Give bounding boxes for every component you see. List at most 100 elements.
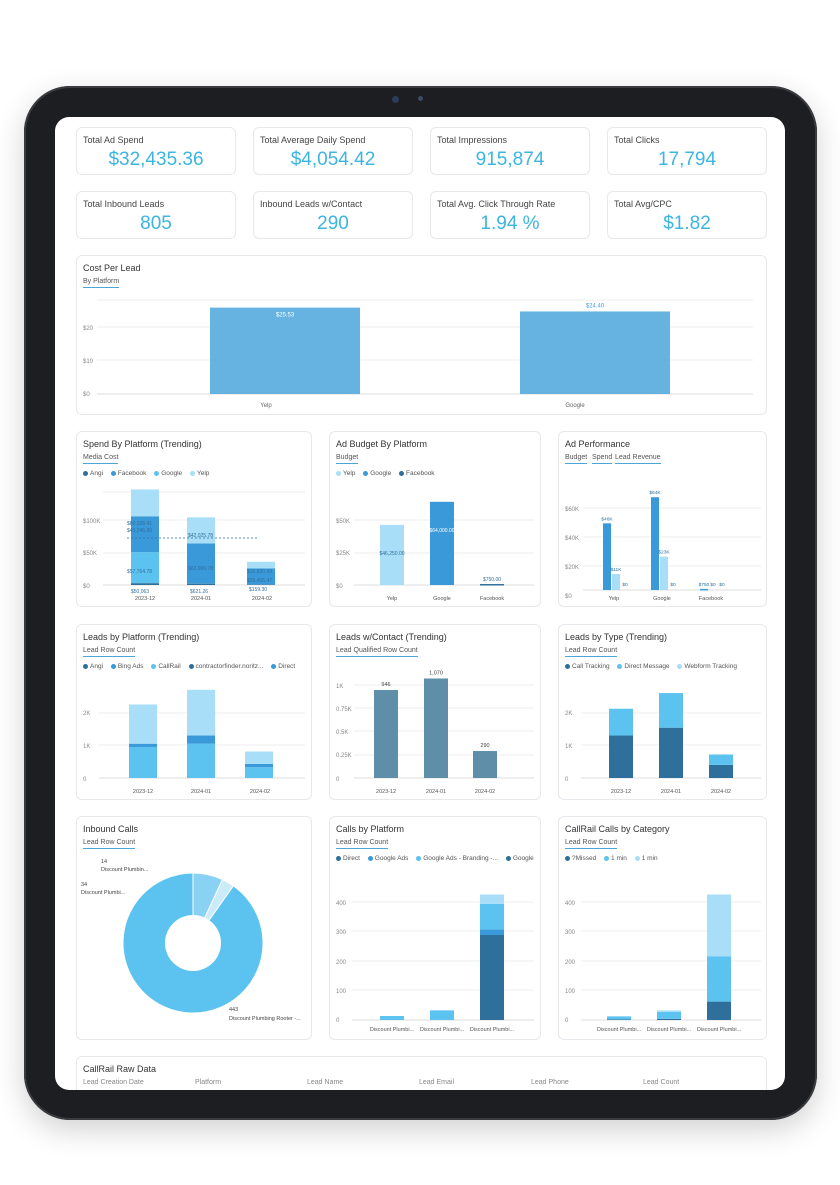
bar-segment[interactable]: [131, 583, 159, 585]
bar-segment[interactable]: [187, 743, 215, 778]
kpi-avg-cpc[interactable]: Total Avg/CPC $1.82: [607, 191, 767, 239]
legend-google-ads[interactable]: Google Ads: [367, 855, 408, 862]
bar-segment[interactable]: [709, 754, 733, 765]
bar-segment[interactable]: [247, 568, 275, 585]
legend-direct[interactable]: Direct: [271, 663, 295, 670]
legend-yelp[interactable]: Yelp: [189, 470, 209, 477]
kpi-total-inbound-leads[interactable]: Total Inbound Leads 805: [76, 191, 236, 239]
bar-segment[interactable]: [480, 894, 504, 904]
bar-facebook[interactable]: [480, 584, 504, 586]
bar-segment[interactable]: [707, 894, 731, 957]
legend-facebook[interactable]: Facebook: [110, 470, 146, 477]
bar-segment[interactable]: [480, 929, 504, 935]
legend-facebook[interactable]: Facebook: [399, 470, 435, 477]
column-header[interactable]: Lead Name: [307, 1079, 344, 1086]
card-subtitle-tab[interactable]: Media Cost: [83, 454, 119, 464]
bar-segment[interactable]: [607, 1016, 631, 1017]
bar-segment[interactable]: [659, 693, 683, 728]
bar-segment[interactable]: [480, 903, 504, 930]
legend-yelp[interactable]: Yelp: [336, 470, 355, 477]
legend-direct[interactable]: Direct: [336, 855, 360, 862]
bar-google[interactable]: [430, 501, 454, 585]
bar-budget[interactable]: [700, 588, 708, 591]
bar-segment[interactable]: [707, 956, 731, 1002]
legend-angi[interactable]: Angi: [83, 663, 103, 670]
card-subtitle-tab[interactable]: Lead Row Count: [565, 839, 618, 849]
bar-2024-02[interactable]: [473, 751, 497, 778]
bar-segment[interactable]: [131, 552, 159, 584]
bar-google[interactable]: [520, 311, 670, 394]
bar-segment[interactable]: [709, 764, 733, 778]
bar-segment[interactable]: [430, 1010, 454, 1020]
kpi-total-clicks[interactable]: Total Clicks 17,794: [607, 127, 767, 175]
legend-google[interactable]: Google: [363, 470, 391, 477]
legend-google[interactable]: Google: [154, 470, 182, 477]
column-header[interactable]: Lead Phone: [531, 1079, 569, 1086]
kpi-inbound-leads-contact[interactable]: Inbound Leads w/Contact 290: [253, 191, 413, 239]
legend-contractorfinder[interactable]: contractorfinder.noritz...: [188, 663, 263, 670]
kpi-avg-daily-spend[interactable]: Total Average Daily Spend $4,054.42: [253, 127, 413, 175]
bar-segment[interactable]: [247, 561, 275, 569]
column-header[interactable]: Lead Creation Date: [83, 1079, 144, 1086]
bar-segment[interactable]: [657, 1018, 681, 1020]
bar-segment[interactable]: [609, 735, 633, 778]
legend-google[interactable]: Google: [505, 855, 534, 862]
bar-segment[interactable]: [657, 1010, 681, 1012]
bar-segment[interactable]: [607, 1019, 631, 1020]
bar-2023-12[interactable]: [374, 690, 398, 778]
bar-segment[interactable]: [607, 1016, 631, 1020]
bar-segment[interactable]: [131, 516, 159, 553]
tab-lead-revenue[interactable]: Lead Revenue: [615, 454, 661, 464]
kpi-total-impressions[interactable]: Total Impressions 915,874: [430, 127, 590, 175]
tab-budget[interactable]: Budget: [565, 454, 588, 464]
card-subtitle-tab[interactable]: Lead Row Count: [83, 647, 136, 657]
bar-segment[interactable]: [245, 767, 273, 778]
bar-segment[interactable]: [480, 935, 504, 1020]
bar-yelp[interactable]: [210, 307, 360, 394]
bar-segment[interactable]: [131, 489, 159, 517]
kpi-total-ad-spend[interactable]: Total Ad Spend $32,435.36: [76, 127, 236, 175]
card-subtitle-tab[interactable]: Lead Row Count: [565, 647, 618, 657]
legend-missed[interactable]: ?Missed: [565, 855, 596, 862]
card-subtitle-tab[interactable]: Lead Row Count: [83, 839, 136, 849]
bar-segment[interactable]: [187, 583, 215, 585]
bar-segment[interactable]: [129, 743, 157, 747]
bar-2024-01[interactable]: [424, 678, 448, 778]
legend-callrail[interactable]: CallRail: [151, 663, 181, 670]
bar-segment[interactable]: [657, 1011, 681, 1019]
legend-angi[interactable]: Angi: [83, 470, 103, 477]
tab-spend[interactable]: Spend: [592, 454, 613, 464]
legend-1-min-b[interactable]: 1 min: [634, 855, 658, 862]
bar-spend[interactable]: [612, 574, 620, 590]
legend-call-tracking[interactable]: Call Tracking: [565, 663, 610, 670]
legend-1-min-a[interactable]: 1 min: [604, 855, 627, 862]
card-subtitle-tab[interactable]: Lead Row Count: [336, 839, 389, 849]
kpi-avg-ctr[interactable]: Total Avg. Click Through Rate 1.94 %: [430, 191, 590, 239]
legend-bing-ads[interactable]: Bing Ads: [110, 663, 144, 670]
bar-yelp[interactable]: [380, 524, 404, 585]
legend-webform-tracking[interactable]: Webform Tracking: [677, 663, 737, 670]
card-subtitle-tab[interactable]: By Platform: [83, 278, 120, 288]
card-subtitle-tab[interactable]: Lead Qualified Row Count: [336, 647, 418, 657]
bar-spend[interactable]: [660, 556, 668, 590]
bar-budget[interactable]: [603, 523, 611, 590]
bar-segment[interactable]: [187, 517, 215, 544]
column-header[interactable]: Lead Email: [419, 1079, 455, 1086]
bar-segment[interactable]: [707, 1001, 731, 1020]
bar-segment[interactable]: [609, 708, 633, 736]
bar-segment[interactable]: [129, 704, 157, 744]
card-subtitle-tab[interactable]: Budget: [336, 454, 359, 464]
column-header[interactable]: Platform: [195, 1079, 222, 1086]
bar-segment[interactable]: [187, 735, 215, 744]
bar-segment[interactable]: [187, 689, 215, 736]
column-header[interactable]: Lead Count: [643, 1079, 680, 1086]
bar-budget[interactable]: [651, 497, 659, 590]
bar-segment[interactable]: [245, 763, 273, 768]
bar-segment[interactable]: [187, 543, 215, 584]
legend-direct-message[interactable]: Direct Message: [617, 663, 670, 670]
bar-segment[interactable]: [659, 727, 683, 778]
bar-segment[interactable]: [129, 746, 157, 778]
legend-google-ads-branding[interactable]: Google Ads - Branding -...: [416, 855, 498, 862]
bar-segment[interactable]: [247, 584, 275, 585]
bar-segment[interactable]: [245, 751, 273, 764]
